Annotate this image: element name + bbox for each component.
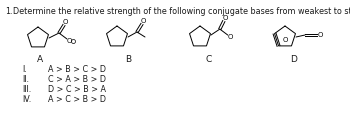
Text: III.: III. [22,85,31,95]
Text: O: O [282,37,288,43]
Text: 1.: 1. [5,7,13,16]
Text: C > A > B > D: C > A > B > D [48,75,106,84]
Text: A > C > B > D: A > C > B > D [48,96,106,105]
Text: O: O [141,18,146,24]
Text: I.: I. [22,66,27,75]
Text: O: O [66,38,72,44]
Text: D > C > B > A: D > C > B > A [48,85,106,95]
Text: II.: II. [22,75,29,84]
Text: IV.: IV. [22,96,31,105]
Text: Determine the relative strength of the following conjugate bases from weakest to: Determine the relative strength of the f… [13,7,350,16]
Text: D: D [290,55,298,64]
Text: O: O [318,32,323,38]
Text: O: O [222,15,228,21]
Text: A > B > C > D: A > B > C > D [48,66,106,75]
Text: C: C [205,55,211,64]
Text: O: O [227,34,232,40]
Text: B: B [125,55,131,64]
Text: O: O [63,19,68,25]
Text: A: A [37,55,43,64]
